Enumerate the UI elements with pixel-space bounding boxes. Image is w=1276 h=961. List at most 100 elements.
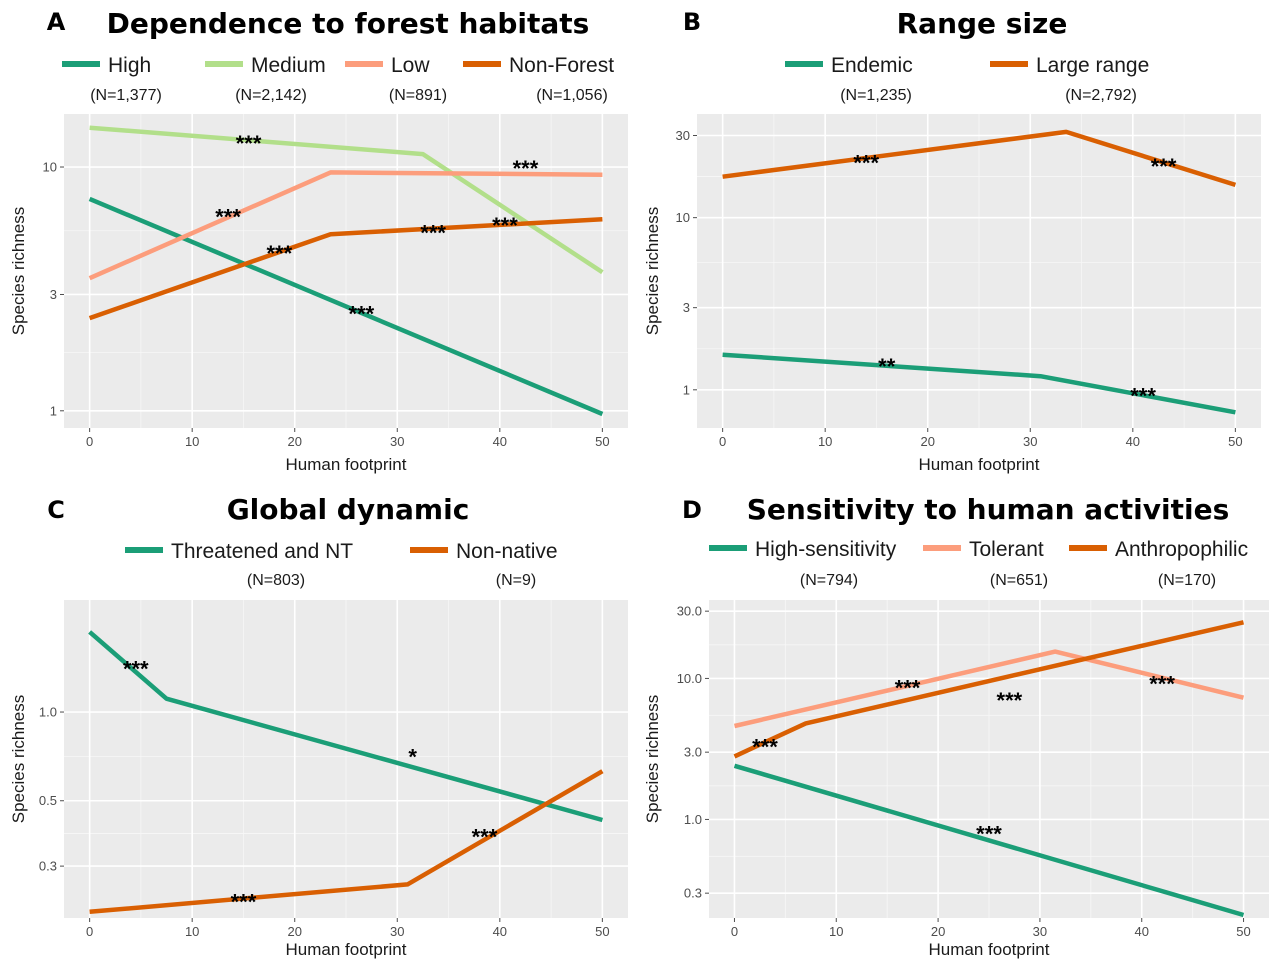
series-line bbox=[733, 620, 1245, 759]
x-tick-label: 30 bbox=[1023, 434, 1037, 449]
significance-label: *** bbox=[1151, 154, 1177, 179]
legend-swatch bbox=[463, 61, 501, 67]
y-tick-label: 1 bbox=[683, 382, 690, 397]
y-tick-label: 3.0 bbox=[684, 745, 702, 760]
significance-label: *** bbox=[895, 676, 921, 701]
panel-letter: D bbox=[682, 496, 702, 524]
sample-size-label: (N=651) bbox=[990, 572, 1048, 589]
legend-label: Threatened and NT bbox=[171, 540, 353, 563]
x-tick-label: 40 bbox=[493, 924, 507, 939]
y-tick-label: 0.3 bbox=[684, 886, 702, 901]
annotations: *** *** *** *** *** bbox=[752, 672, 1175, 847]
panel-d: D Sensitivity to human activities High-sen… bbox=[643, 493, 1269, 959]
x-tick-label: 40 bbox=[493, 434, 507, 449]
panel-letter: A bbox=[47, 8, 66, 36]
x-tick-label: 50 bbox=[595, 924, 609, 939]
legend: Threatened and NT (N=803) Non-native (N=9) bbox=[125, 540, 558, 589]
y-axis-title: Species richness bbox=[643, 207, 662, 336]
y-axis-title: Species richness bbox=[643, 695, 662, 824]
significance-label: *** bbox=[853, 151, 879, 176]
legend-swatch bbox=[1069, 545, 1107, 551]
y-tick-label: 1 bbox=[50, 403, 57, 418]
panel-title: Global dynamic bbox=[227, 493, 470, 526]
significance-label: *** bbox=[215, 205, 241, 230]
legend: High-sensitivity (N=794) Tolerant (N=651) An… bbox=[709, 538, 1248, 589]
significance-label: *** bbox=[976, 821, 1002, 846]
series-line bbox=[722, 352, 1236, 415]
significance-label: *** bbox=[1130, 383, 1156, 408]
legend-label: Medium bbox=[251, 54, 326, 77]
y-tick-label: 1.0 bbox=[39, 705, 57, 720]
annotations: *** ******** bbox=[853, 151, 1177, 409]
significance-label: *** bbox=[997, 688, 1023, 713]
legend-label: Non-native bbox=[456, 540, 558, 563]
legend-swatch bbox=[62, 61, 100, 67]
x-tick-label: 50 bbox=[1236, 924, 1250, 939]
y-axis-title: Species richness bbox=[9, 695, 28, 824]
significance-label: *** bbox=[267, 241, 293, 266]
legend-swatch bbox=[923, 545, 961, 551]
sample-size-label: (N=794) bbox=[800, 572, 858, 589]
x-axis-title: Human footprint bbox=[929, 940, 1050, 959]
series-line bbox=[89, 125, 604, 275]
significance-label: * bbox=[408, 744, 417, 769]
significance-label: *** bbox=[752, 735, 778, 760]
series-line bbox=[88, 196, 604, 417]
y-tick-label: 10 bbox=[676, 210, 690, 225]
legend-swatch bbox=[410, 547, 448, 553]
series-line bbox=[733, 649, 1245, 729]
panel-letter: B bbox=[683, 8, 701, 36]
axes: 0 10 20 30 40 50 0.3 0.5 1.0 Human footprint Speci… bbox=[9, 695, 610, 959]
x-tick-label: 20 bbox=[287, 434, 301, 449]
panel-letter: C bbox=[47, 496, 65, 524]
annotations: *** *** *** *** *** *** *** bbox=[215, 131, 539, 326]
x-axis-title: Human footprint bbox=[286, 455, 407, 474]
panel-title: Range size bbox=[897, 7, 1068, 40]
x-axis-title: Human footprint bbox=[919, 455, 1040, 474]
panel-a: A Dependence to forest habitats High (N=1,3… bbox=[9, 7, 628, 474]
y-tick-label: 0.3 bbox=[39, 859, 57, 874]
sample-size-label: (N=1,056) bbox=[536, 87, 608, 104]
series-line bbox=[722, 129, 1237, 188]
panel-title: Dependence to forest habitats bbox=[107, 7, 590, 40]
x-tick-label: 40 bbox=[1126, 434, 1140, 449]
x-tick-label: 50 bbox=[595, 434, 609, 449]
gridlines bbox=[709, 600, 1269, 918]
legend-label: Large range bbox=[1036, 54, 1149, 77]
legend-label: High-sensitivity bbox=[755, 538, 897, 561]
x-tick-label: 0 bbox=[86, 434, 93, 449]
series-line bbox=[89, 769, 604, 915]
x-tick-label: 0 bbox=[86, 924, 93, 939]
legend-swatch bbox=[345, 61, 383, 67]
sample-size-label: (N=1,377) bbox=[90, 87, 162, 104]
significance-label: *** bbox=[349, 302, 375, 327]
x-tick-label: 10 bbox=[818, 434, 832, 449]
x-tick-label: 20 bbox=[931, 924, 945, 939]
x-tick-label: 20 bbox=[920, 434, 934, 449]
significance-label: *** bbox=[236, 131, 262, 156]
series-group bbox=[733, 620, 1245, 918]
gridlines bbox=[64, 600, 628, 918]
legend: High (N=1,377) Medium (N=2,142) Low (N=891) No… bbox=[62, 54, 614, 104]
sample-size-label: (N=891) bbox=[389, 87, 447, 104]
gridlines bbox=[64, 114, 628, 428]
significance-label: *** bbox=[1149, 672, 1175, 697]
y-tick-label: 3 bbox=[683, 300, 690, 315]
axes: 0 10 20 30 40 50 1 3 10 30 Human footprint Species … bbox=[643, 128, 1243, 474]
series-group bbox=[88, 630, 604, 915]
significance-label: *** bbox=[123, 656, 149, 681]
panel-title: Sensitivity to human activities bbox=[747, 493, 1230, 526]
y-tick-label: 10 bbox=[43, 160, 57, 175]
x-tick-label: 0 bbox=[719, 434, 726, 449]
y-tick-label: 30.0 bbox=[677, 604, 702, 619]
x-tick-label: 30 bbox=[390, 924, 404, 939]
y-tick-label: 1.0 bbox=[684, 812, 702, 827]
legend: Endemic (N=1,235) Large range (N=2,792) bbox=[785, 54, 1149, 104]
series-group bbox=[722, 129, 1237, 415]
series-line bbox=[88, 630, 604, 823]
legend-swatch bbox=[709, 545, 747, 551]
significance-label: *** bbox=[420, 220, 446, 245]
series-line bbox=[733, 763, 1245, 918]
legend-swatch bbox=[990, 61, 1028, 67]
